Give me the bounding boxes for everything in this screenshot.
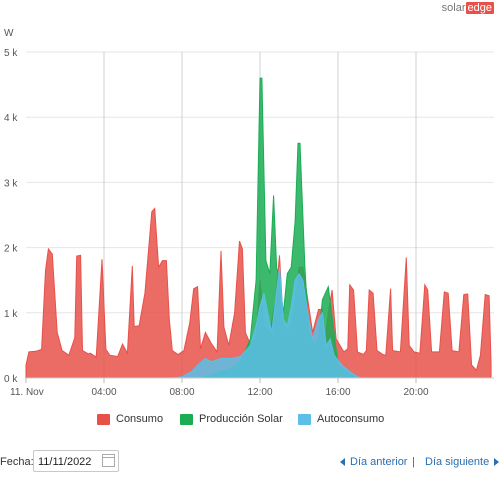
date-value: 11/11/2022 [38, 456, 92, 468]
x-tick-label: 08:00 [169, 387, 194, 398]
y-tick-label: 2 k [4, 244, 18, 255]
legend-label-autoconsumo: Autoconsumo [317, 413, 385, 425]
legend-label-produccion-solar: Producción Solar [199, 413, 283, 425]
x-tick-label: 11. Nov [10, 387, 44, 398]
date-input[interactable]: 11/11/2022 [33, 450, 119, 472]
x-tick-label: 12:00 [247, 387, 272, 398]
calendar-icon[interactable] [102, 454, 115, 467]
chart-legend: Consumo Producción Solar Autoconsumo [0, 413, 500, 429]
arrow-right-icon [494, 458, 500, 466]
x-tick-label: 04:00 [91, 387, 116, 398]
y-tick-label: 4 k [4, 113, 18, 124]
previous-day-label: Día anterior [350, 456, 408, 468]
y-tick-label: 1 k [4, 309, 18, 320]
legend-item-autoconsumo[interactable]: Autoconsumo [298, 413, 384, 425]
legend-swatch-consumo [97, 413, 110, 425]
legend-swatch-produccion-solar [180, 413, 193, 425]
y-tick-label: 0 k [4, 374, 18, 385]
legend-label-consumo: Consumo [116, 413, 164, 425]
previous-day-link[interactable]: Día anterior [340, 456, 407, 468]
legend-swatch-autoconsumo [298, 413, 311, 425]
legend-item-consumo[interactable]: Consumo [97, 413, 163, 425]
x-tick-label: 20:00 [403, 387, 428, 398]
y-axis-label: W [4, 28, 14, 39]
nav-separator: | [412, 456, 415, 468]
date-label: Fecha: [0, 456, 34, 468]
next-day-link[interactable]: Día siguiente [425, 456, 500, 468]
next-day-label: Día siguiente [425, 456, 490, 468]
energy-chart: 0 k 1 k 2 k 3 k 4 k 5 k 11. Nov 04:00 08:00 12:00… [4, 28, 494, 398]
x-tick-label: 16:00 [325, 387, 350, 398]
legend-item-produccion-solar[interactable]: Producción Solar [180, 413, 283, 425]
solaredge-logo: solar edge [441, 2, 494, 14]
y-tick-label: 5 k [4, 48, 18, 59]
arrow-left-icon [340, 458, 345, 466]
series-area-autoconsumo [172, 267, 362, 379]
y-tick-label: 3 k [4, 178, 18, 189]
